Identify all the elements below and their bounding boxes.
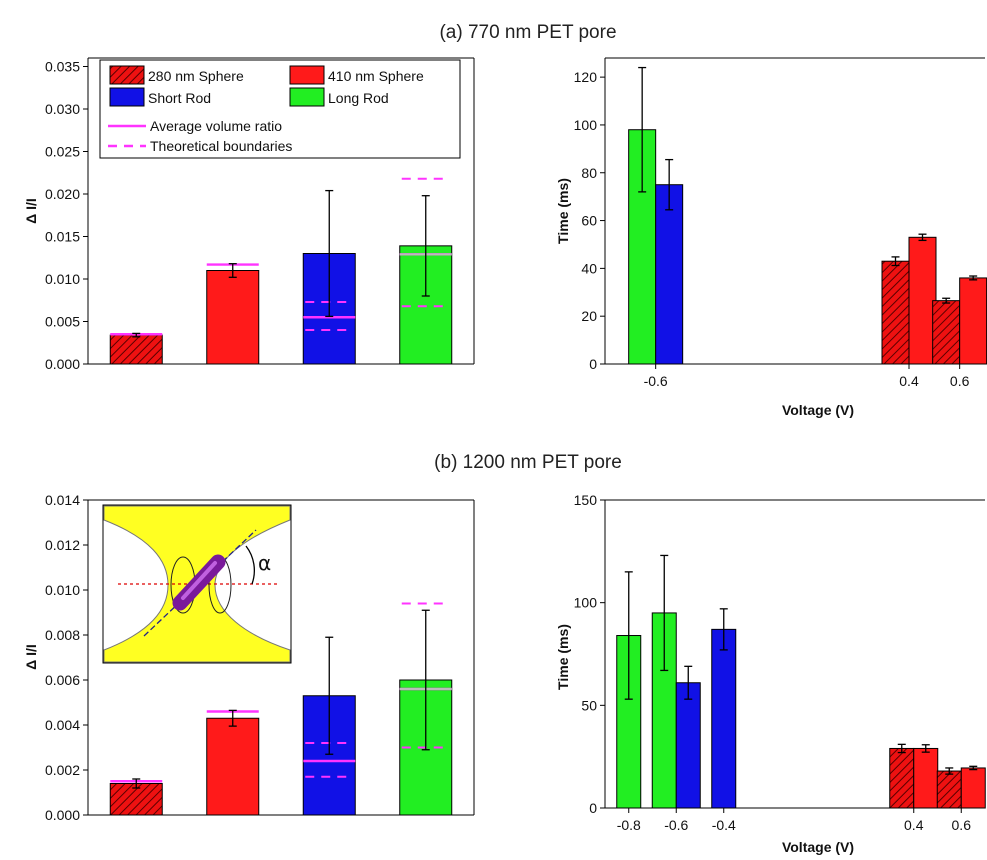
bar [711,628,737,809]
x-tick-label: 0.6 [950,373,970,389]
bar [932,300,961,365]
x-tick-label: 0.4 [904,817,924,833]
y-tick-label: 0.020 [45,186,80,202]
panel-a-left-chart: 0.000 0.005 0.010 0.015 0.020 0.025 0.030 0.035… [23,57,475,372]
bar [655,184,684,365]
y-tick-label: 0 [589,356,597,372]
bar [109,783,163,816]
y-tick-label: 0.025 [45,144,80,160]
panel-a-right-chart: 0 20 40 60 80 100 120 Time (ms) Voltage (V) -0.6 0… [555,57,987,418]
x-tick-label: -0.6 [644,373,668,389]
panel-a-title: (a) 770 nm PET pore [439,22,616,43]
legend-label: Average volume ratio [150,118,282,134]
legend-box [99,59,461,159]
y-tick-label: 0.012 [45,537,80,553]
y-axis-label: Time (ms) [555,624,571,690]
y-tick-label: 0.004 [45,717,80,733]
y-axis-label: Time (ms) [555,178,571,244]
y-tick-label: 60 [581,213,597,229]
y-axis-label: Δ I/I [23,644,39,670]
y-tick-label: 150 [574,492,598,508]
bar [913,747,939,809]
y-tick-label: 0.035 [45,59,80,75]
legend-label: Short Rod [148,90,211,106]
x-tick-label: 0.4 [899,373,919,389]
y-axis-label: Δ I/I [23,198,39,224]
bar [889,747,915,809]
bar [936,770,962,809]
panel-b-left-chart: 0.000 0.002 0.004 0.006 0.008 0.010 0.012 0.014… [23,492,475,823]
y-tick-label: 0.010 [45,271,80,287]
bar [908,236,937,365]
bar [206,270,260,365]
legend-swatch [109,87,145,107]
bar [959,277,987,365]
y-tick-label: 120 [574,69,598,85]
bar [675,682,701,809]
legend-label: Long Rod [328,90,389,106]
x-axis-label: Voltage (V) [782,839,854,855]
x-tick-label: -0.4 [712,817,736,833]
y-tick-label: 40 [581,260,597,276]
y-tick-label: 20 [581,308,597,324]
x-tick-label: 0.6 [952,817,972,833]
y-tick-label: 0.000 [45,356,80,372]
y-tick-label: 0.000 [45,807,80,823]
inset-rod-highlight [181,561,217,600]
y-tick-label: 0.006 [45,672,80,688]
y-tick-label: 50 [581,697,597,713]
bar [206,717,260,816]
x-tick-label: -0.6 [664,817,688,833]
y-tick-label: 100 [574,595,598,611]
y-tick-label: 0 [589,800,597,816]
bar [960,767,986,809]
inset-angle-arc [245,545,255,585]
legend-label: 280 nm Sphere [148,68,244,84]
bar [109,334,163,365]
bar [881,260,910,365]
legend-label: Theoretical boundaries [150,138,292,154]
y-tick-label: 0.030 [45,101,80,117]
legend-label: 410 nm Sphere [328,68,424,84]
x-tick-label: -0.8 [617,817,641,833]
y-tick-label: 0.010 [45,582,80,598]
y-tick-label: 0.015 [45,229,80,245]
legend-swatch [109,65,145,85]
y-tick-label: 0.008 [45,627,80,643]
y-tick-label: 0.014 [45,492,80,508]
y-tick-label: 80 [581,165,597,181]
legend-swatch [289,87,325,107]
y-tick-label: 0.005 [45,314,80,330]
panel-b-right-chart: 0 50 100 150 Time (ms) Voltage (V) -0.8 -0.6 -0.… [555,492,986,855]
panel-b-title: (b) 1200 nm PET pore [434,452,622,473]
y-tick-label: 100 [574,117,598,133]
x-axis-label: Voltage (V) [782,402,854,418]
y-tick-label: 0.002 [45,762,80,778]
inset-alpha-label: α [258,551,271,575]
legend-swatch [289,65,325,85]
